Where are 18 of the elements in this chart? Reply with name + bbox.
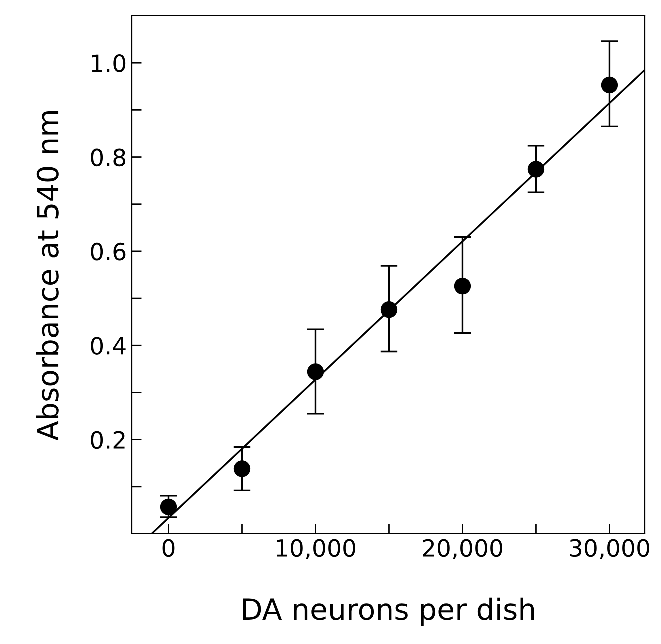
- x-tick-label: 20,000: [423, 539, 502, 560]
- y-axis-title: Absorbance at 540 nm: [36, 111, 59, 441]
- y-tick-label: 1.0: [92, 54, 126, 72]
- point: [234, 460, 251, 478]
- y-tick-label: 0.2: [91, 431, 125, 450]
- point: [380, 302, 398, 318]
- x-axis-title: DA neurons per dish: [243, 598, 534, 626]
- point: [528, 161, 545, 178]
- y-tick-label: 0.8: [91, 148, 126, 167]
- x-tick-label: 30,000: [570, 539, 650, 560]
- x-tick-label: 0: [162, 539, 175, 558]
- y-tick-label: 0.4: [91, 337, 126, 355]
- y-tick-label: 0.6: [91, 242, 126, 261]
- x-tick-label: 10,000: [277, 539, 356, 560]
- point: [160, 498, 178, 516]
- point: [601, 76, 618, 94]
- point: [307, 364, 324, 380]
- point: [454, 278, 472, 295]
